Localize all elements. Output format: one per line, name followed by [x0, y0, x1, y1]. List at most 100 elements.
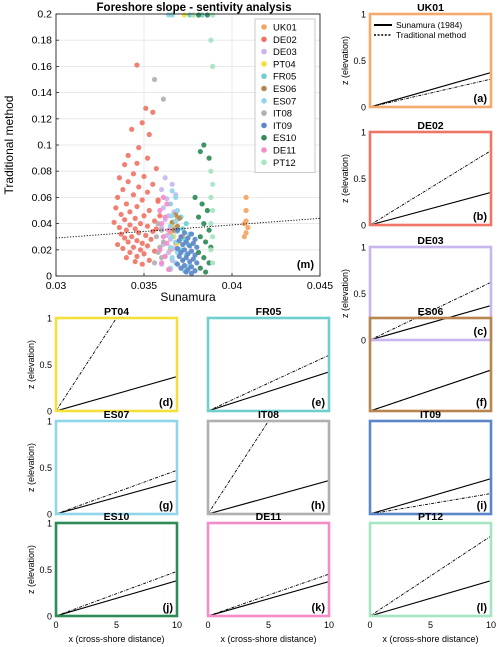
scatter-point-ES10 [197, 148, 203, 155]
panel-title-ES07: ES07 [104, 409, 130, 421]
panel-frame-FR05 [206, 316, 331, 413]
y-axis-label: z (elevation) [340, 36, 350, 85]
panel-label-ES10: (j) [163, 602, 174, 614]
y-axis-label: z (elevation) [26, 545, 36, 594]
scatter-point-DE02 [120, 245, 126, 252]
panel-title-IT08: IT08 [258, 409, 279, 421]
scatter-point-DE02 [134, 253, 140, 259]
legend-box [254, 18, 316, 174]
panel-label-ES07: (g) [159, 500, 173, 512]
panel-label-DE03: (c) [474, 326, 488, 338]
scatter-point-DE02 [136, 230, 142, 236]
profile-panel-ES10: ES10 (j) 0 0.5 1 z (elevation) 0 5 10 x (cross-sh… [26, 511, 182, 644]
y-tick-label: 0 [47, 612, 52, 622]
y-tick-label: 0.5 [39, 463, 52, 473]
scatter-point-ES07 [169, 213, 175, 219]
scatter-point-IT09 [174, 261, 181, 267]
scatter-point-DE02 [122, 235, 128, 241]
scatter-point-IT09 [188, 231, 195, 237]
y-tick-label: 0.06 [32, 192, 53, 204]
legend-marker-DE02 [261, 36, 267, 43]
scatter-point-DE11 [162, 214, 168, 220]
profile-lines [56, 469, 177, 514]
x-tick-label: 5 [114, 620, 119, 630]
scatter-point-DE11 [164, 240, 170, 246]
legend-label-IT09: IT09 [273, 121, 292, 132]
sunamura-line-IT09 [370, 478, 491, 514]
profile-panel-PT04: PT04 (d) 0 0.5 1 z (elevation) [26, 306, 179, 417]
scatter-point-DE11 [159, 221, 165, 227]
y-tick-label: 1 [361, 128, 366, 138]
panel-frame-IT09 [368, 419, 493, 516]
y-axis-label: z (elevation) [26, 443, 36, 492]
y-tick-label: 1 [361, 243, 366, 253]
legend-label: Sunamura (1984) [396, 20, 462, 30]
scatter-point-IT09 [183, 269, 189, 275]
legend-marker-ES10 [261, 134, 267, 141]
scatter-point-DE02 [150, 181, 156, 187]
scatter-point-DE02 [123, 227, 129, 233]
traditional-line-DE03 [370, 281, 491, 340]
scatter-point-PT12 [208, 221, 214, 227]
scatter-point-DE11 [166, 227, 172, 233]
sunamura-line-DE03 [370, 305, 491, 340]
scatter-point-PT12 [208, 247, 214, 253]
panel-title-PT12: PT12 [418, 511, 443, 523]
traditional-line-PT12 [370, 535, 491, 616]
panel-label-ES06: (f) [476, 397, 487, 409]
y-tick-label: 0.08 [32, 166, 53, 178]
scatter-point-ES07 [167, 244, 173, 250]
y-tick-label: 0.5 [353, 56, 366, 66]
legend-marker-FR05 [261, 73, 267, 79]
legend-marker-UK01 [261, 24, 267, 30]
scatter-point-ES07 [169, 234, 175, 240]
scatter-point-ES10 [206, 155, 212, 161]
scatter-point-ES10 [204, 207, 210, 214]
panel-title-IT09: IT09 [420, 409, 441, 421]
scatter-point-ES07 [167, 223, 173, 229]
panel-title-PT04: PT04 [104, 306, 129, 318]
scatter-point-DE02 [132, 258, 138, 265]
y-axis-label: z (elevation) [340, 154, 350, 203]
scatter-point-DE02 [123, 255, 129, 261]
scatter-point-IT09 [178, 234, 184, 240]
traditional-line-DE11 [208, 573, 329, 616]
scatter-point-ES07 [173, 218, 179, 224]
panel-label-m: (m) [297, 259, 314, 271]
scatter-point-IT08 [160, 96, 166, 102]
x-tick-label: 0.04 [222, 280, 243, 292]
sunamura-line-FR05 [208, 371, 329, 411]
x-tick-label: 0.035 [131, 280, 157, 292]
panel-frame-IT08 [206, 419, 331, 516]
series-IT08 [151, 76, 166, 266]
y-tick-label: 0.2 [37, 9, 52, 21]
scatter-point-DE03 [159, 186, 165, 193]
scatter-point-DE02 [127, 222, 133, 228]
scatter-point-DE02 [127, 209, 133, 215]
x-axis-label: x (cross-shore distance) [382, 634, 478, 644]
scatter-point-DE02 [122, 162, 128, 168]
profile-panel-FR05: FR05 (e) [206, 306, 331, 413]
panel-title-UK01: UK01 [417, 2, 444, 14]
panel-label-DE11: (k) [312, 602, 326, 614]
scatter-point-IT09 [188, 270, 195, 276]
scatter-point-DE11 [157, 247, 163, 253]
scatter-point-DE02 [134, 238, 140, 244]
scatter-point-IT08 [153, 234, 159, 240]
y-axis-label: Traditional method [2, 96, 16, 195]
scatter-point-IT09 [180, 241, 186, 248]
legend-label-DE03: DE03 [273, 47, 297, 58]
sunamura-line-ES07 [56, 479, 177, 514]
scatter-point-DE02 [137, 221, 144, 227]
scatter-point-IT09 [178, 265, 184, 271]
scatter-point-IT09 [176, 253, 182, 259]
scatter-point-ES10 [203, 269, 209, 275]
profile-lines [208, 421, 329, 514]
profile-panel-ES07: ES07 (g) 0 0.5 1 z (elevation) [26, 409, 179, 520]
scatter-point-IT09 [194, 244, 200, 250]
scatter-point-DE02 [125, 152, 131, 159]
scatter-point-ES07 [169, 188, 175, 194]
fit-line [55, 217, 321, 239]
traditional-line-ES07 [56, 469, 177, 514]
